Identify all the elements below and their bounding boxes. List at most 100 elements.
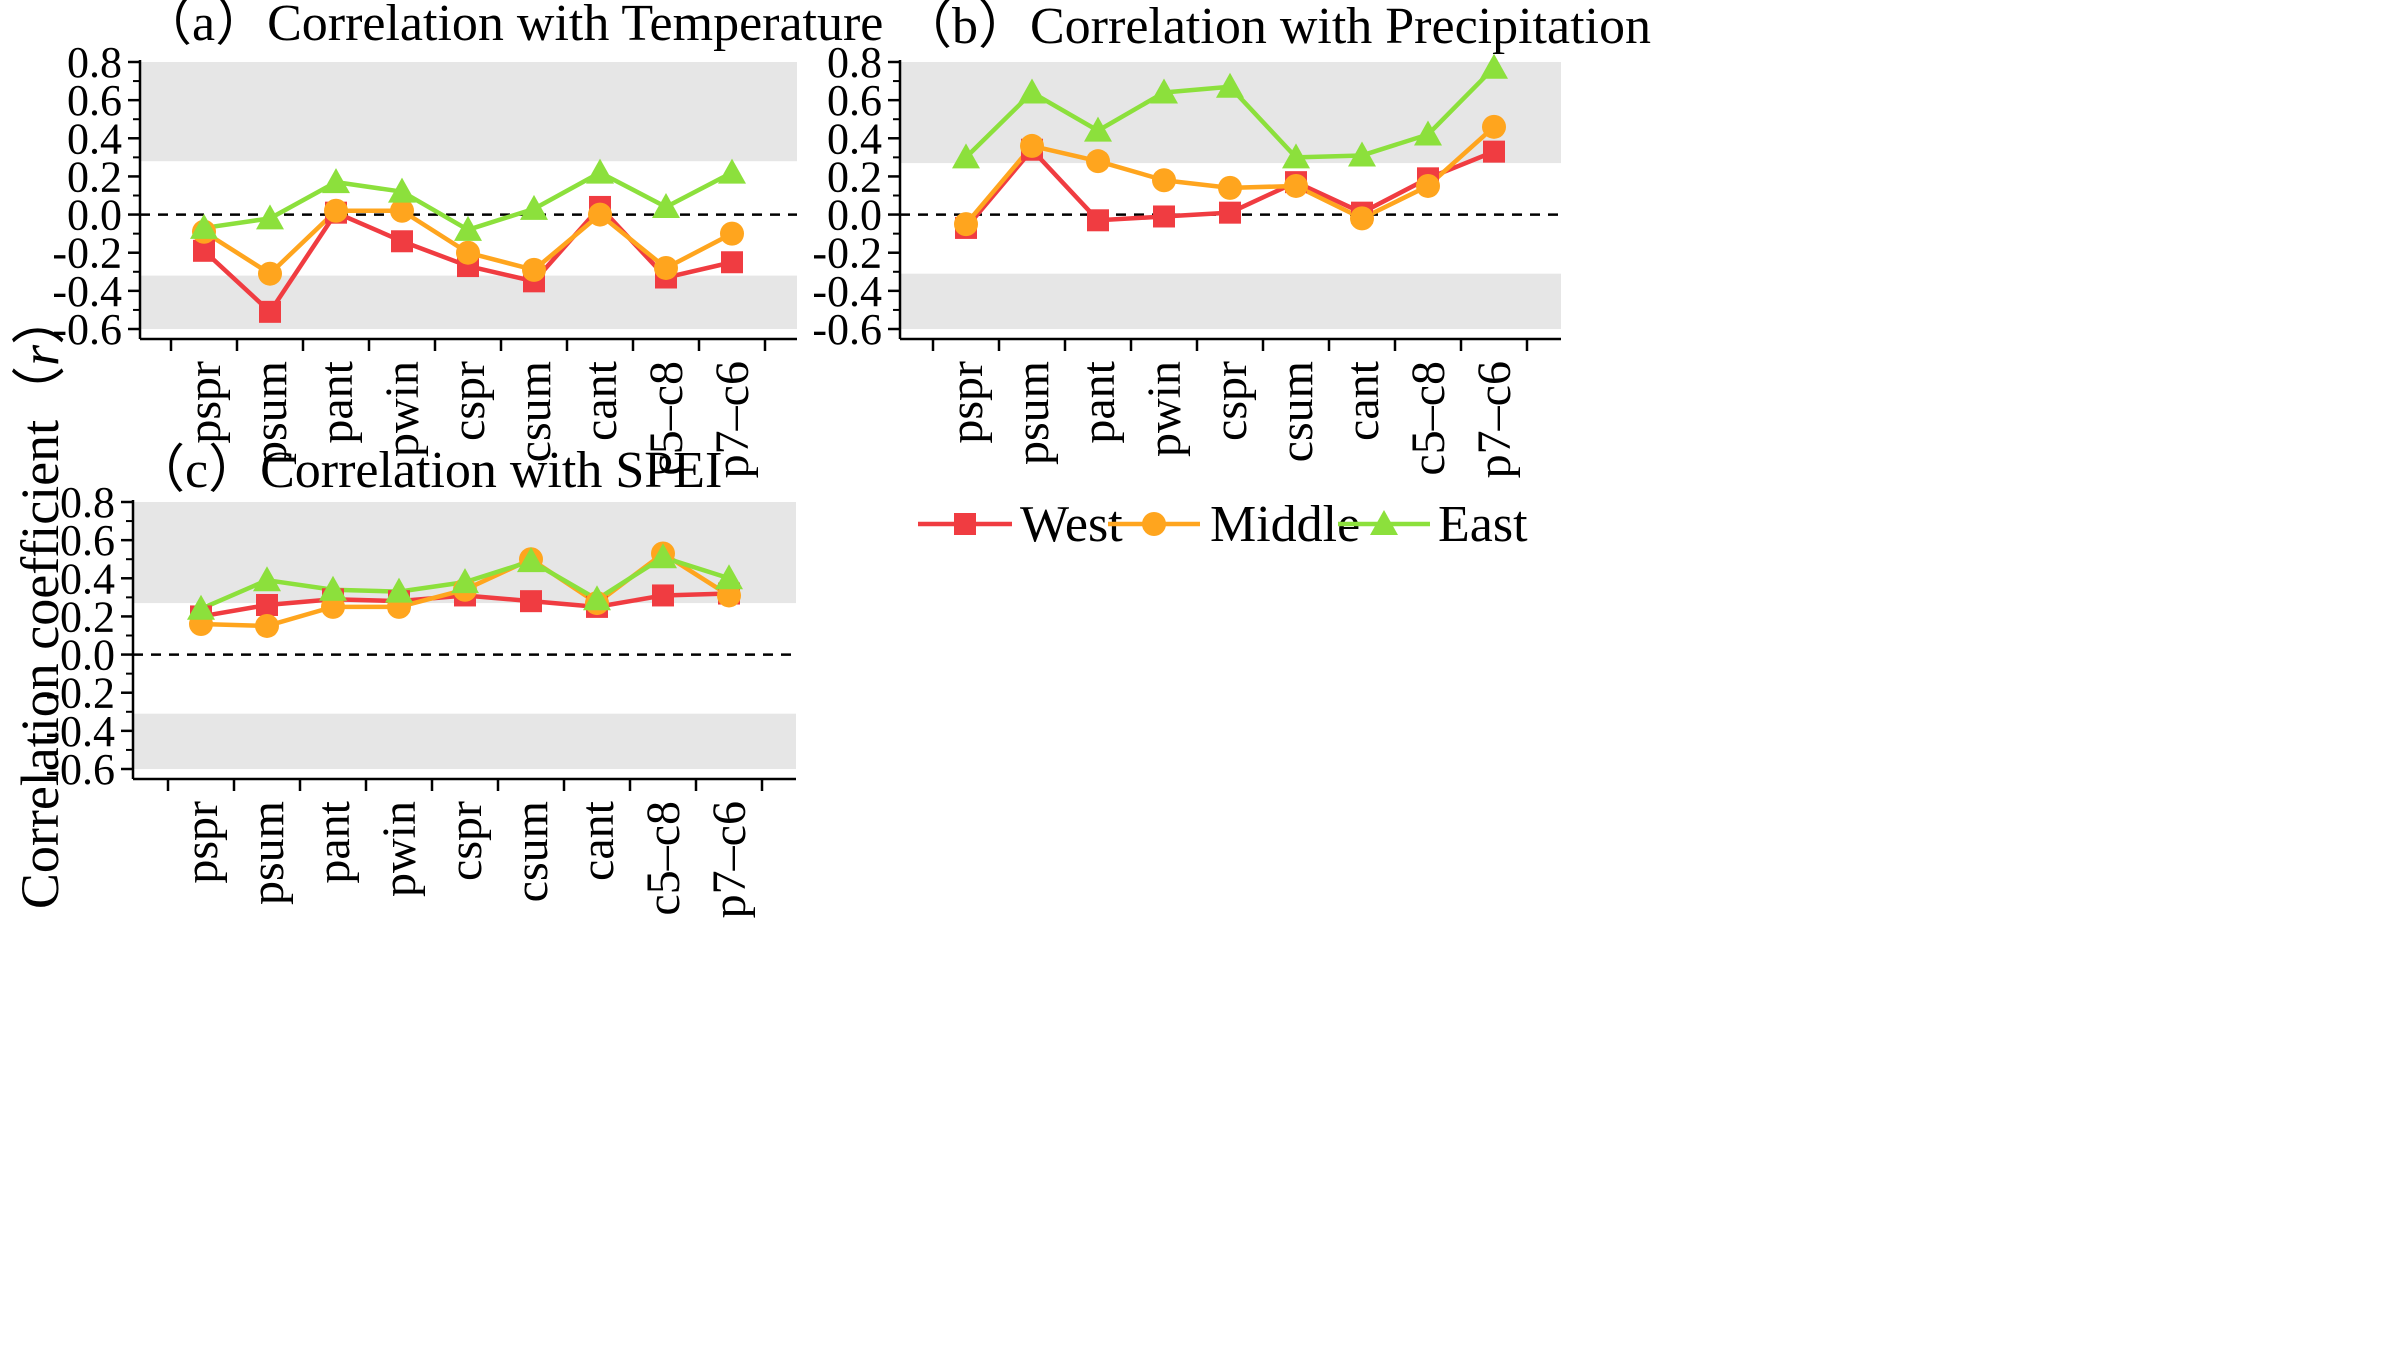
point-west-8 [1483, 140, 1505, 163]
y-tick-label: 0.2 [827, 152, 882, 201]
y-tick-label: 0.6 [827, 76, 882, 125]
point-east-2 [319, 575, 347, 601]
y-tick-label: 0.4 [67, 114, 122, 163]
point-west-3 [391, 230, 413, 253]
point-east-1 [1018, 78, 1046, 104]
point-east-8 [718, 158, 746, 184]
point-east-7 [652, 192, 680, 218]
point-middle-3 [1152, 168, 1176, 193]
significance-band-lower [133, 713, 796, 769]
point-west-1 [256, 593, 278, 616]
point-middle-2 [1086, 149, 1110, 174]
point-legend-west-0 [954, 513, 976, 535]
point-west-0 [193, 239, 215, 262]
y-tick-label: -0.2 [52, 229, 122, 278]
x-tick-label: csum [508, 361, 561, 462]
point-east-0 [187, 594, 215, 620]
legend-label-west: West [1020, 496, 1123, 553]
y-tick-label: -0.6 [52, 305, 122, 354]
point-east-5 [1282, 143, 1310, 169]
point-west-7 [652, 584, 674, 607]
y-tick-label: 0.2 [60, 592, 115, 641]
y-tick-label: 0.6 [67, 76, 122, 125]
x-tick-label: pspr [175, 801, 228, 884]
panel-title: （c）Correlation with SPEI [133, 442, 722, 499]
point-east-5 [520, 194, 548, 220]
point-east-3 [1150, 78, 1178, 104]
point-east-6 [1348, 141, 1376, 167]
x-tick-label: cspr [439, 801, 492, 881]
point-middle-2 [324, 198, 348, 223]
point-middle-6 [1350, 206, 1374, 231]
y-tick-label: -0.4 [812, 267, 882, 316]
y-tick-label: 0.8 [67, 38, 122, 87]
point-east-0 [952, 143, 980, 169]
point-middle-8 [720, 221, 744, 246]
x-tick-label: c5–c8 [637, 801, 690, 916]
point-middle-8 [717, 583, 741, 608]
point-east-8 [715, 564, 743, 590]
point-middle-7 [654, 255, 678, 280]
point-middle-3 [390, 198, 414, 223]
x-tick-label: c5–c8 [640, 361, 693, 476]
x-tick-label: pwin [373, 801, 426, 897]
y-tick-label: 0.8 [827, 38, 882, 87]
point-east-0 [190, 213, 218, 239]
point-east-3 [385, 577, 413, 603]
significance-band-upper [140, 62, 797, 162]
x-tick-label: cspr [1204, 361, 1257, 441]
legend-label-middle: Middle [1210, 496, 1360, 553]
x-tick-label: cant [574, 360, 627, 441]
point-east-6 [583, 585, 611, 611]
y-tick-label: 0.4 [60, 554, 115, 603]
y-axis-label: Correlation coefficient（r） [10, 291, 70, 909]
x-tick-label: psum [241, 801, 294, 905]
point-east-4 [454, 215, 482, 241]
x-tick-label: pant [1072, 360, 1125, 443]
x-tick-label: csum [505, 801, 558, 902]
y-tick-label: -0.6 [45, 745, 115, 794]
y-tick-label: -0.2 [45, 669, 115, 718]
point-middle-7 [1416, 173, 1440, 198]
point-legend-east-0 [1370, 510, 1398, 535]
point-east-7 [1414, 120, 1442, 146]
x-tick-label: cant [1336, 360, 1389, 441]
x-tick-label: cant [571, 800, 624, 881]
y-tick-label: 0.0 [67, 191, 122, 240]
point-east-5 [517, 547, 545, 573]
panel-title: （a）Correlation with Temperature [140, 0, 883, 52]
point-east-8 [1480, 53, 1508, 79]
legend-label-east: East [1438, 496, 1528, 553]
point-middle-2 [321, 594, 345, 619]
x-tick-label: p7–c6 [703, 801, 756, 918]
point-west-3 [1153, 205, 1175, 228]
point-middle-1 [255, 613, 279, 638]
x-tick-label: psum [244, 361, 297, 465]
point-west-1 [259, 300, 281, 323]
point-east-2 [322, 168, 350, 194]
point-west-8 [721, 251, 743, 274]
panel-title: （b）Correlation with Precipitation [900, 0, 1651, 55]
legend: West Middle East [918, 496, 1528, 553]
x-tick-label: c5–c8 [1402, 361, 1455, 476]
point-middle-5 [1284, 173, 1308, 198]
x-tick-label: p7–c6 [1468, 361, 1521, 478]
point-middle-1 [1020, 133, 1044, 158]
y-tick-label: -0.2 [812, 229, 882, 278]
point-east-1 [253, 566, 281, 592]
x-tick-label: csum [1270, 361, 1323, 462]
point-legend-middle-0 [1142, 512, 1166, 536]
point-east-3 [388, 177, 416, 203]
point-middle-4 [456, 240, 480, 265]
x-tick-label: pwin [1138, 361, 1191, 457]
point-middle-1 [258, 261, 282, 286]
x-tick-label: pspr [940, 361, 993, 444]
x-tick-label: psum [1006, 361, 1059, 465]
point-west-2 [1087, 209, 1109, 232]
y-tick-label: 0.0 [60, 631, 115, 680]
point-middle-0 [954, 212, 978, 237]
point-east-6 [586, 158, 614, 184]
point-east-4 [451, 568, 479, 594]
